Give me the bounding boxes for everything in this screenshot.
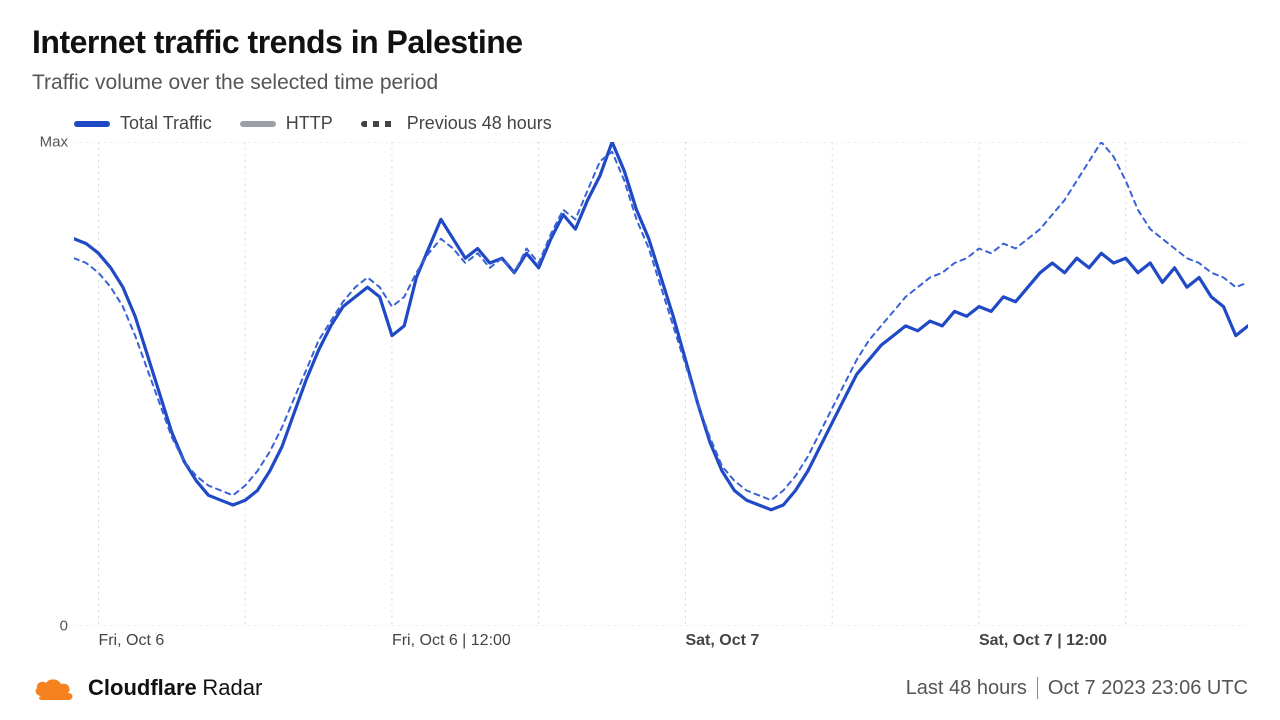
divider: [1037, 677, 1038, 699]
legend-swatch: [361, 121, 397, 127]
y-tick-label: Max: [40, 134, 68, 151]
chart-area: Max0: [32, 142, 1248, 626]
time-range: Last 48 hours Oct 7 2023 23:06 UTC: [906, 677, 1248, 700]
x-tick-label: Sat, Oct 7: [685, 632, 759, 650]
legend-item-total: Total Traffic: [74, 113, 212, 134]
timestamp: Oct 7 2023 23:06 UTC: [1048, 677, 1248, 700]
legend: Total Traffic HTTP Previous 48 hours: [32, 113, 1248, 134]
x-axis: Fri, Oct 6 Fri, Oct 6 | 12:00 Sat, Oct 7 Sa…: [74, 626, 1248, 660]
brand-text: Cloudflare Radar: [88, 675, 262, 701]
legend-swatch: [74, 121, 110, 127]
brand-sub: Radar: [202, 675, 262, 700]
x-tick-label: Fri, Oct 6 | 12:00: [392, 632, 511, 650]
chart-title: Internet traffic trends in Palestine: [32, 24, 1248, 61]
chart-subtitle: Traffic volume over the selected time pe…: [32, 71, 1248, 95]
brand-name: Cloudflare: [88, 675, 197, 700]
x-tick-label: Sat, Oct 7 | 12:00: [979, 632, 1107, 650]
legend-item-http: HTTP: [240, 113, 333, 134]
range-label: Last 48 hours: [906, 677, 1027, 700]
legend-label: HTTP: [286, 113, 333, 134]
legend-label: Total Traffic: [120, 113, 212, 134]
brand: Cloudflare Radar: [32, 674, 262, 702]
cloud-icon: [32, 674, 76, 702]
y-axis: Max0: [32, 142, 74, 626]
x-tick-label: Fri, Oct 6: [98, 632, 164, 650]
legend-item-previous: Previous 48 hours: [361, 113, 552, 134]
y-tick-label: 0: [60, 618, 68, 635]
legend-label: Previous 48 hours: [407, 113, 552, 134]
plot-area: [74, 142, 1248, 626]
footer: Cloudflare Radar Last 48 hours Oct 7 202…: [32, 674, 1248, 702]
legend-swatch: [240, 121, 276, 127]
